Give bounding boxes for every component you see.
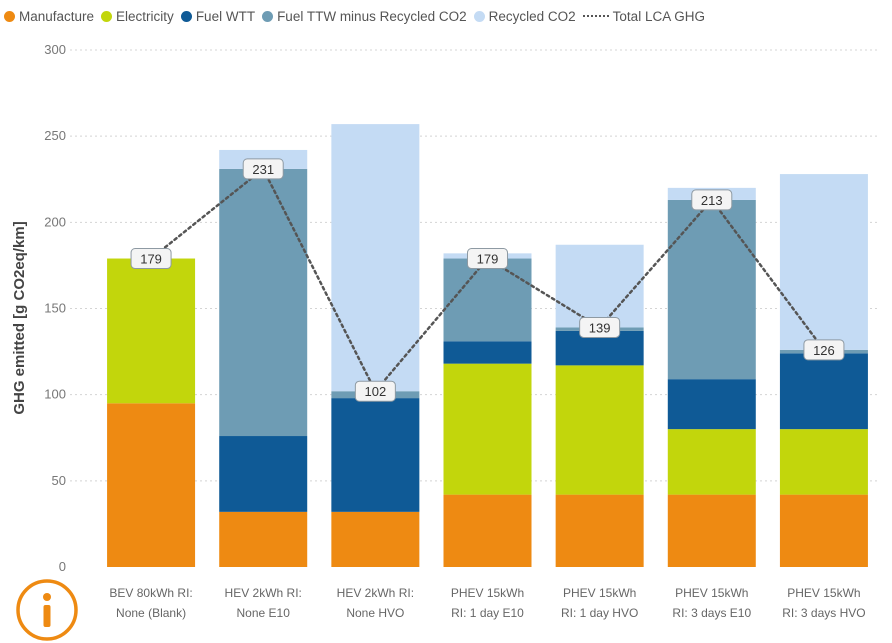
y-tick-label: 0: [59, 559, 66, 574]
data-label-box: [467, 248, 508, 270]
data-label: 139: [579, 316, 621, 338]
data-label-box: [354, 380, 396, 402]
y-axis-label: GHG emitted [g CO2eq/km]: [11, 221, 28, 414]
legend-line-swatch: [582, 15, 609, 17]
x-tick-label: HEV 2kWh RI:: [337, 586, 414, 600]
bar-segment: [443, 494, 532, 567]
bar-segment: [779, 494, 868, 567]
bar-segment: [667, 379, 756, 430]
bar-segment: [331, 398, 420, 512]
bar-segment: [443, 341, 532, 364]
legend-label: Total LCA GHG: [612, 8, 705, 24]
legend-item: Manufacture: [4, 9, 94, 24]
y-tick-label: 200: [44, 214, 66, 229]
bar-segment: [667, 429, 756, 495]
x-tick-label: PHEV 15kWh: [563, 586, 636, 600]
legend-label: Fuel WTT: [195, 8, 256, 24]
y-tick-label: 100: [44, 387, 66, 402]
x-tick-label: None HVO: [346, 606, 404, 620]
bar-segment: [219, 436, 308, 512]
info-icon[interactable]: [14, 577, 80, 643]
y-tick-label: 250: [44, 128, 66, 143]
data-label: 102: [354, 380, 396, 402]
bar-segment: [555, 365, 644, 495]
bar-segment: [555, 494, 644, 567]
legend-item: Total LCA GHG: [582, 8, 705, 24]
data-label-box: [130, 248, 172, 270]
bar-segment: [443, 258, 532, 342]
data-label-text: 213: [701, 193, 723, 208]
bar-segment: [779, 353, 868, 430]
legend-item: Recycled CO2: [473, 8, 576, 24]
bar-segment: [667, 199, 756, 380]
x-tick-label: PHEV 15kWh: [675, 586, 748, 600]
bars: [107, 124, 868, 567]
bar-segment: [219, 511, 308, 567]
data-labels: 179 231 102 179 139 213 126: [130, 158, 845, 402]
bar-segment: [667, 494, 756, 567]
legend-item: Fuel WTT: [180, 8, 256, 24]
bar-segment: [555, 244, 644, 328]
legend: Manufacture Electricity Fuel WTT Fuel TTW m…: [4, 2, 712, 30]
data-label: 126: [803, 339, 845, 361]
x-tick-label: HEV 2kWh RI:: [225, 586, 302, 600]
bar-segment: [331, 511, 420, 567]
x-tick-label: BEV 80kWh RI:: [109, 586, 192, 600]
legend-label: Electricity: [116, 8, 174, 24]
data-label-text: 179: [140, 252, 162, 267]
legend-label: Recycled CO2: [488, 8, 576, 24]
data-label-text: 231: [252, 162, 274, 177]
data-label: 179: [130, 248, 172, 270]
bar-segment: [779, 174, 868, 350]
data-label-box: [803, 339, 845, 361]
bar-segment: [219, 168, 308, 437]
y-tick-label: 50: [52, 473, 66, 488]
legend-label: Fuel TTW minus Recycled CO2: [277, 8, 467, 24]
data-label: 231: [242, 158, 284, 180]
y-tick-label: 150: [44, 301, 66, 316]
legend-swatch: [180, 10, 192, 22]
data-label-text: 139: [589, 320, 611, 335]
x-tick-label: RI: 3 days HVO: [782, 606, 865, 620]
legend-swatch: [101, 10, 113, 22]
x-tick-label: PHEV 15kWh: [787, 586, 860, 600]
legend-item: Electricity: [101, 9, 174, 24]
bar-segment: [443, 363, 532, 495]
legend-swatch: [4, 10, 15, 22]
x-tick-label: None E10: [237, 606, 291, 620]
data-label-text: 179: [477, 252, 499, 267]
legend-swatch: [473, 10, 485, 22]
legend-item: Fuel TTW minus Recycled CO2: [262, 9, 467, 24]
x-axis-ticks: BEV 80kWh RI: None (Blank) HEV 2kWh RI: Non…: [109, 586, 865, 620]
bar-segment: [107, 258, 196, 404]
data-label-box: [691, 189, 733, 211]
data-label: 179: [467, 248, 508, 270]
x-tick-label: PHEV 15kWh: [451, 586, 524, 600]
legend-swatch: [262, 10, 274, 22]
x-tick-label: RI: 3 days E10: [672, 606, 751, 620]
bar-segment: [107, 403, 196, 567]
x-tick-label: None (Blank): [116, 606, 186, 620]
x-tick-label: RI: 1 day E10: [451, 606, 524, 620]
x-tick-label: RI: 1 day HVO: [561, 606, 638, 620]
data-label: 213: [691, 189, 733, 211]
y-axis-ticks: 0 50 100 150 200 250 300: [44, 42, 66, 574]
data-label-text: 102: [365, 384, 387, 399]
bar-segment: [779, 429, 868, 495]
legend-label: Manufacture: [19, 8, 95, 24]
data-label-box: [242, 158, 284, 180]
bar-segment: [331, 124, 420, 392]
y-tick-label: 300: [44, 42, 66, 57]
data-label-box: [579, 316, 621, 338]
data-label-text: 126: [813, 343, 835, 358]
